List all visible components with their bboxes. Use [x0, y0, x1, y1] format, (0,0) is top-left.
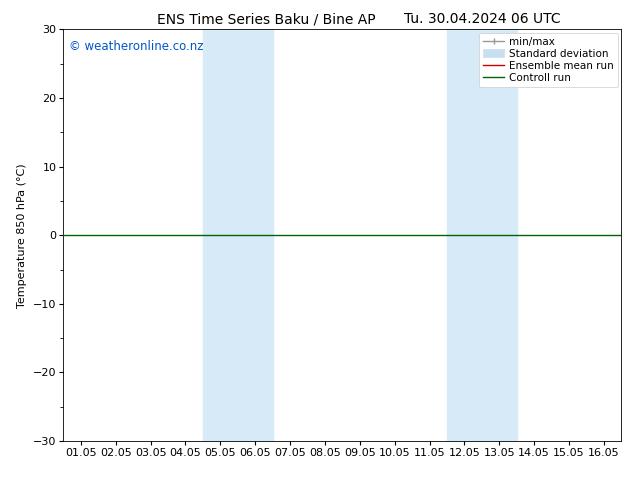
Y-axis label: Temperature 850 hPa (°C): Temperature 850 hPa (°C) — [17, 163, 27, 308]
Bar — [203, 29, 273, 441]
Text: ENS Time Series Baku / Bine AP: ENS Time Series Baku / Bine AP — [157, 12, 375, 26]
Text: © weatheronline.co.nz: © weatheronline.co.nz — [69, 40, 204, 53]
Text: Tu. 30.04.2024 06 UTC: Tu. 30.04.2024 06 UTC — [403, 12, 560, 26]
Legend: min/max, Standard deviation, Ensemble mean run, Controll run: min/max, Standard deviation, Ensemble me… — [479, 32, 618, 87]
Bar — [447, 29, 517, 441]
